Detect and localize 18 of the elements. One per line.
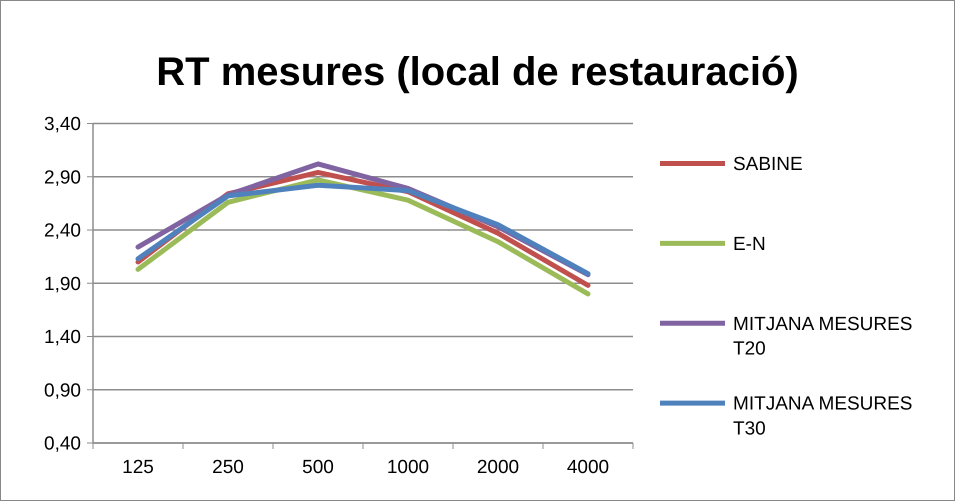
x-tick-label: 500 [302,457,334,478]
legend-label: SABINE [733,154,803,176]
y-tick-label: 1,90 [44,274,81,295]
x-tick-label: 4000 [566,457,610,478]
x-tick-label: 250 [212,457,244,478]
y-tick-label: 0,40 [44,434,81,455]
x-tick-label: 125 [122,457,154,478]
x-tick-label: 2000 [476,457,520,478]
y-tick-label: 2,90 [44,167,81,188]
legend-label: MITJANA MESURES T30 [733,394,912,440]
y-tick-label: 3,40 [44,114,81,136]
y-tick-label: 1,40 [44,327,81,348]
legend-label: E-N [733,234,766,255]
y-tick-label: 0,90 [44,380,81,402]
chart-title: RT mesures (local de restauració) [156,50,799,94]
x-tick-label: 1000 [386,457,430,478]
legend-label: MITJANA MESURES T20 [733,314,912,360]
y-tick-label: 2,40 [44,220,81,242]
